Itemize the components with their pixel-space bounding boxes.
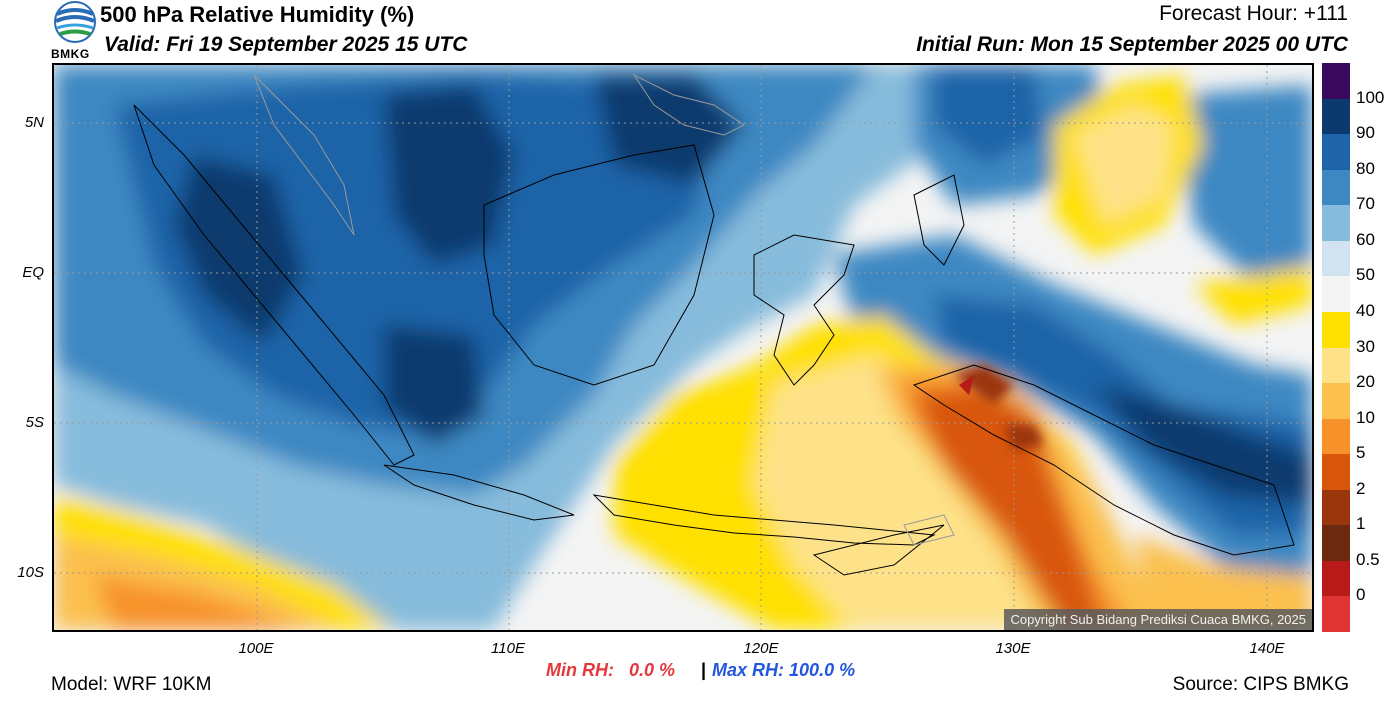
- colorbar-level-label: 0.5: [1356, 549, 1380, 569]
- colorbar-level-label: 30: [1356, 336, 1375, 356]
- colorbar-segment: [1322, 98, 1350, 135]
- colorbar-segment: [1322, 311, 1350, 348]
- colorbar-segment: [1322, 169, 1350, 206]
- lat-label-5s: 5S: [25, 414, 44, 431]
- colorbar-segment: [1322, 205, 1350, 241]
- colorbar-level-label: 40: [1356, 300, 1375, 320]
- colorbar-level-label: 70: [1356, 194, 1375, 214]
- colorbar-level-label: 1: [1356, 514, 1366, 534]
- colorbar-level-label: 100: [1356, 87, 1385, 107]
- lon-label-130e: 130E: [995, 640, 1031, 657]
- lon-label-140e: 140E: [1249, 640, 1285, 657]
- model-label: Model: WRF 10KM: [51, 674, 212, 695]
- colorbar-segment: [1322, 63, 1350, 99]
- colorbar-segment: [1322, 240, 1350, 277]
- valid-time: Valid: Fri 19 September 2025 15 UTC: [104, 33, 468, 56]
- copyright-note: Copyright Sub Bidang Prediksi Cuaca BMKG…: [1004, 609, 1312, 630]
- colorbar-segment: [1322, 596, 1350, 632]
- max-rh: Max RH: 100.0 %: [712, 660, 855, 681]
- colorbar-level-label: 50: [1356, 265, 1375, 285]
- colorbar-segment: [1322, 525, 1350, 561]
- colorbar-segment: [1322, 134, 1350, 170]
- colorbar-level-label: 10: [1356, 407, 1375, 427]
- colorbar-segment: [1322, 418, 1350, 455]
- bmkg-logo-icon: [50, 0, 100, 60]
- source-label: Source: CIPS BMKG: [1172, 674, 1349, 695]
- colorbar-level-label: 90: [1356, 123, 1375, 143]
- forecast-hour: Forecast Hour: +111: [1159, 2, 1348, 25]
- colorbar-level-label: 5: [1356, 443, 1366, 463]
- min-rh-label: Min RH:: [546, 660, 614, 680]
- colorbar-level-label: 2: [1356, 478, 1366, 498]
- min-rh: Min RH: 0.0 %: [546, 660, 675, 681]
- colorbar-segment: [1322, 454, 1350, 490]
- lat-label-eq: EQ: [22, 264, 44, 281]
- max-rh-label: Max RH:: [712, 660, 785, 680]
- colorbar-segment: [1322, 383, 1350, 419]
- humidity-map: Copyright Sub Bidang Prediksi Cuaca BMKG…: [52, 63, 1314, 632]
- max-rh-value: 100.0 %: [789, 660, 856, 680]
- stats-separator: |: [701, 660, 707, 680]
- colorbar-segment: [1322, 347, 1350, 384]
- colorbar-segment: [1322, 560, 1350, 597]
- colorbar-level-label: 20: [1356, 372, 1375, 392]
- humidity-field: [54, 65, 1312, 630]
- chart-title: 500 hPa Relative Humidity (%): [100, 2, 415, 27]
- initial-run: Initial Run: Mon 15 September 2025 00 UT…: [916, 33, 1348, 56]
- colorbar-level-label: 0: [1356, 585, 1366, 605]
- colorbar-segment: [1322, 276, 1350, 312]
- colorbar-segment: [1322, 489, 1350, 526]
- min-rh-value: 0.0 %: [629, 660, 676, 680]
- lat-label-10s: 10S: [17, 564, 44, 581]
- lon-label-110e: 110E: [491, 640, 525, 657]
- lat-label-5n: 5N: [24, 114, 44, 131]
- colorbar-level-label: 80: [1356, 158, 1375, 178]
- colorbar-level-label: 60: [1356, 229, 1375, 249]
- colorbar: [1322, 63, 1350, 632]
- lon-label-120e: 120E: [743, 640, 779, 657]
- lon-label-100e: 100E: [238, 640, 274, 657]
- logo-text: BMKG: [51, 47, 90, 61]
